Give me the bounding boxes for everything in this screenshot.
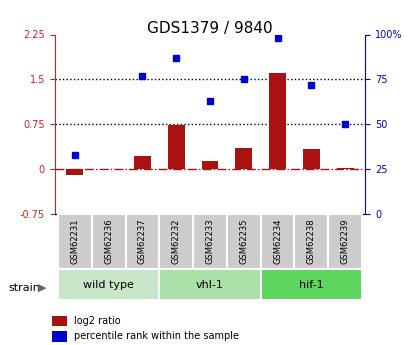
Bar bbox=[134, 156, 151, 169]
Bar bbox=[235, 148, 252, 169]
FancyBboxPatch shape bbox=[92, 214, 126, 269]
FancyBboxPatch shape bbox=[261, 269, 362, 300]
FancyBboxPatch shape bbox=[58, 269, 159, 300]
Text: GDS1379 / 9840: GDS1379 / 9840 bbox=[147, 21, 273, 36]
Text: GSM62233: GSM62233 bbox=[205, 219, 215, 264]
Text: GSM62231: GSM62231 bbox=[71, 219, 79, 264]
Bar bbox=[269, 73, 286, 169]
FancyBboxPatch shape bbox=[126, 214, 159, 269]
Bar bbox=[337, 168, 354, 169]
Bar bbox=[52, 316, 67, 326]
FancyBboxPatch shape bbox=[193, 214, 227, 269]
Text: GSM62235: GSM62235 bbox=[239, 219, 248, 264]
Bar bbox=[168, 125, 185, 169]
Bar bbox=[303, 149, 320, 169]
FancyBboxPatch shape bbox=[159, 214, 193, 269]
Text: GSM62239: GSM62239 bbox=[341, 219, 349, 264]
Text: GSM62232: GSM62232 bbox=[172, 219, 181, 264]
Bar bbox=[66, 169, 83, 175]
Bar bbox=[52, 331, 67, 342]
FancyBboxPatch shape bbox=[294, 214, 328, 269]
Text: GSM62238: GSM62238 bbox=[307, 219, 316, 264]
Text: wild type: wild type bbox=[83, 280, 134, 289]
FancyBboxPatch shape bbox=[58, 214, 92, 269]
FancyBboxPatch shape bbox=[261, 214, 294, 269]
Text: GSM62236: GSM62236 bbox=[104, 219, 113, 264]
Text: hif-1: hif-1 bbox=[299, 280, 324, 289]
FancyBboxPatch shape bbox=[227, 214, 261, 269]
Text: log2 ratio: log2 ratio bbox=[74, 316, 121, 326]
FancyBboxPatch shape bbox=[159, 269, 261, 300]
Text: vhl-1: vhl-1 bbox=[196, 280, 224, 289]
Text: strain: strain bbox=[8, 283, 40, 293]
Text: GSM62237: GSM62237 bbox=[138, 219, 147, 264]
Text: percentile rank within the sample: percentile rank within the sample bbox=[74, 332, 239, 341]
FancyBboxPatch shape bbox=[328, 214, 362, 269]
Text: ▶: ▶ bbox=[38, 283, 46, 293]
Text: GSM62234: GSM62234 bbox=[273, 219, 282, 264]
Bar bbox=[202, 161, 218, 169]
